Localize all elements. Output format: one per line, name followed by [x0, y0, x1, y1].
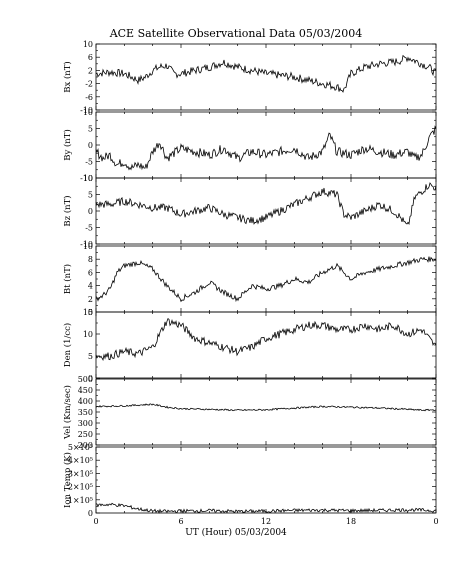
series-line-bt: [95, 256, 437, 303]
series-line-den: [95, 317, 437, 362]
y-tick-label: 2×10⁵: [68, 483, 93, 492]
y-tick-label: 2: [88, 66, 93, 75]
y-axis-title: Bz (nT): [62, 195, 73, 226]
y-tick-label: 4: [88, 282, 93, 291]
y-tick-label: 250: [78, 430, 93, 439]
series-line-bz: [95, 182, 437, 226]
panel-frame: [95, 245, 437, 313]
series-line-bx: [95, 54, 437, 93]
series-line-temp: [95, 502, 437, 514]
x-tick-label: 0: [93, 517, 98, 526]
y-tick-label: 10: [83, 174, 93, 183]
panel-vel: 200 250 300 350 400 450 500 Vel (Km/sec): [62, 375, 437, 450]
y-tick-label: 10: [83, 108, 93, 117]
y-tick-label: 200: [78, 441, 93, 450]
y-tick-label: 5×10⁵: [68, 443, 93, 452]
y-axis-title: Vel (Km/sec): [62, 385, 73, 440]
y-tick-label: -10: [80, 240, 93, 249]
x-axis-title: UT (Hour) 05/03/2004: [185, 527, 287, 538]
y-tick-label: 0: [88, 207, 93, 216]
y-tick-label: -10: [80, 174, 93, 183]
x-tick-label: 18: [346, 517, 356, 526]
y-tick-label: 350: [78, 408, 93, 417]
y-tick-label: -2: [85, 80, 93, 89]
y-tick-label: 0: [88, 374, 93, 383]
y-tick-label: 3×10⁵: [68, 469, 93, 478]
y-axis-title: Den (1/cc): [62, 323, 73, 367]
x-tick-label: 0: [433, 517, 438, 526]
y-tick-label: 4×10⁵: [68, 456, 93, 465]
panel-bz: -10 -5 0 5 10 Bz (nT): [62, 174, 437, 249]
y-tick-label: 5: [88, 191, 93, 200]
y-tick-label: 5: [88, 352, 93, 361]
x-tick-label: 6: [178, 517, 183, 526]
y-axis-title: Bt (nT): [62, 264, 73, 294]
y-tick-label: 15: [83, 308, 93, 317]
panel-frame: [95, 43, 437, 111]
series-line-vel: [95, 403, 437, 412]
panel-den: 0 5 10 15 Den (1/cc): [62, 308, 437, 383]
y-tick-label: 500: [78, 375, 93, 384]
y-tick-label: 6: [88, 53, 93, 62]
y-tick-label: 10: [83, 40, 93, 49]
y-axis-title: Bx (nT): [62, 61, 73, 93]
y-tick-label: 5: [88, 125, 93, 134]
y-tick-label: 10: [83, 242, 93, 251]
panel-bt: 0 2 4 6 8 10 Bt (nT): [62, 242, 437, 317]
panel-bx: -10 -6 -2 2 6 10 Bx (nT): [62, 40, 437, 115]
chart-title: ACE Satellite Observational Data 05/03/2…: [109, 27, 363, 40]
y-tick-label: -6: [85, 93, 93, 102]
series-line-by: [95, 125, 437, 171]
y-tick-label: -10: [80, 106, 93, 115]
y-tick-label: 8: [88, 255, 93, 264]
x-tick-label: 12: [261, 517, 271, 526]
panel-by: -10 -5 0 5 10 By (nT): [62, 108, 437, 183]
y-tick-label: 10: [83, 330, 93, 339]
y-tick-label: 400: [78, 397, 93, 406]
y-axis-title: Ion Temp (K): [62, 452, 73, 508]
panel-frame: [95, 311, 437, 379]
y-tick-label: 6: [88, 268, 93, 277]
y-tick-label: 2: [88, 295, 93, 304]
panel-frame: [95, 177, 437, 245]
y-tick-label: -5: [85, 158, 93, 167]
y-tick-label: 0: [88, 308, 93, 317]
y-tick-label: 1×10⁵: [68, 496, 93, 505]
x-axis: 0 6 12 18 0: [93, 517, 438, 526]
y-tick-label: 300: [78, 419, 93, 428]
panel-frame: [95, 446, 437, 514]
y-tick-label: 450: [78, 386, 93, 395]
chart-panels: -10 -6 -2 2 6 10 Bx (nT) -10 -5 0 5 10 By (nT) -10 -5 0…: [62, 40, 437, 518]
y-axis-title: By (nT): [62, 129, 73, 161]
y-tick-label: 0: [88, 509, 93, 518]
panel-frame: [95, 378, 437, 446]
y-tick-label: 0: [88, 141, 93, 150]
y-tick-label: -5: [85, 224, 93, 233]
